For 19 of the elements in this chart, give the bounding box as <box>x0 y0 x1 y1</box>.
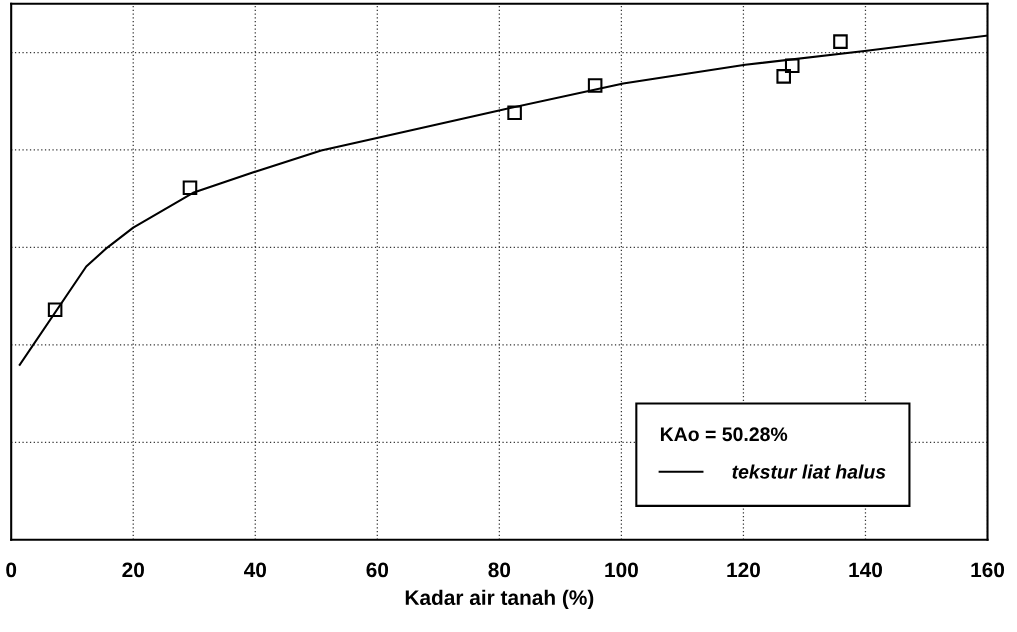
point <box>182 180 198 196</box>
x-tick-label: 160 <box>971 562 1005 578</box>
legend-label: tekstur liat halus <box>732 464 886 479</box>
point <box>47 302 63 318</box>
x-axis-title: Kadar air tanah (%) <box>405 589 594 610</box>
x-tick-label: 120 <box>727 562 760 578</box>
x-tick-label: 40 <box>244 562 266 578</box>
point <box>833 34 848 49</box>
x-tick-label: 60 <box>366 562 389 578</box>
x-tick-label: 20 <box>122 562 144 578</box>
point <box>784 58 800 74</box>
point <box>587 78 603 93</box>
point <box>507 105 522 120</box>
x-tick-label: 100 <box>605 562 638 578</box>
point <box>776 69 791 84</box>
x-tick-label: 80 <box>488 562 511 578</box>
x-tick-label: 140 <box>849 562 882 578</box>
legend-title: KAo = 50.28% <box>660 427 788 442</box>
x-tick-label: 0 <box>6 562 17 578</box>
